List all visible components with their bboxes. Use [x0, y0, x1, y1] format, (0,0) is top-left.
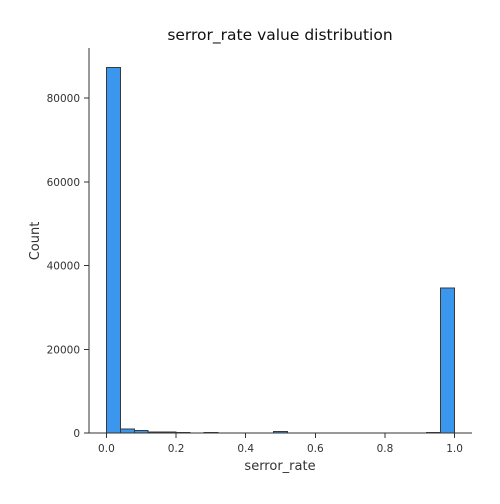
x-tick-label: 0.6 — [307, 443, 324, 455]
y-axis-label: Count — [28, 222, 43, 261]
y-tick-label: 0 — [73, 428, 80, 440]
chart-title: serror_rate value distribution — [167, 26, 392, 45]
histogram-bar — [441, 288, 455, 433]
x-tick-label: 1.0 — [446, 443, 463, 455]
y-tick-label: 20000 — [47, 344, 80, 356]
x-tick-label: 0.8 — [377, 443, 394, 455]
y-tick-label: 80000 — [47, 93, 80, 105]
y-tick-label: 40000 — [47, 261, 80, 273]
x-tick-label: 0.2 — [168, 443, 185, 455]
x-tick-label: 0.0 — [98, 443, 115, 455]
x-axis-label: serror_rate — [244, 459, 315, 474]
x-axis-ticks: 0.0 0.2 0.4 0.6 0.8 1.0 — [98, 433, 463, 455]
x-tick-label: 0.4 — [237, 443, 254, 455]
histogram-bar — [120, 429, 134, 433]
y-axis-ticks: 0 20000 40000 60000 80000 — [47, 93, 89, 440]
y-tick-label: 60000 — [47, 177, 80, 189]
histogram-bar — [106, 68, 120, 433]
bars-layer — [106, 68, 454, 434]
